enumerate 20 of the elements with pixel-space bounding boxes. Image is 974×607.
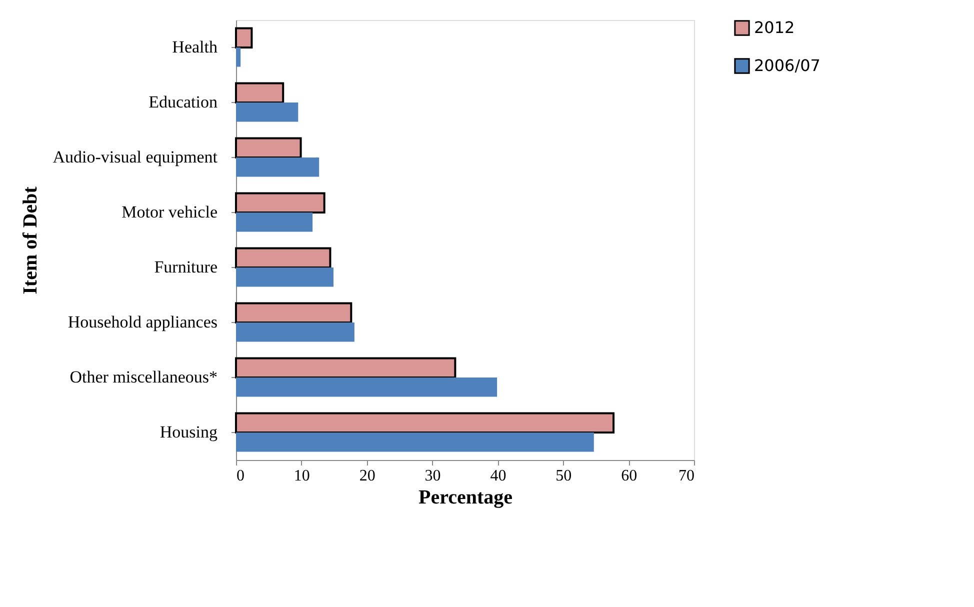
y-tick-label: Health bbox=[172, 38, 218, 56]
legend-label: 2006/07 bbox=[754, 56, 820, 75]
x-tick-label: 30 bbox=[424, 468, 441, 484]
x-tick-label: 50 bbox=[556, 468, 572, 484]
x-axis-title: Percentage bbox=[418, 486, 513, 508]
y-tick-label: Household appliances bbox=[68, 312, 218, 332]
x-tick-label: 0 bbox=[236, 468, 244, 484]
x-tick-label: 60 bbox=[621, 468, 638, 484]
x-tick-label: 10 bbox=[294, 468, 310, 484]
y-tick-label: Audio-visual equipment bbox=[52, 148, 218, 166]
y-axis-title: Item of Debt bbox=[20, 186, 42, 294]
y-tick-label: Housing bbox=[160, 422, 218, 442]
y-tick-label: Motor vehicle bbox=[122, 202, 218, 222]
legend-label: 2012 bbox=[754, 18, 795, 37]
y-tick-label: Education bbox=[148, 92, 218, 112]
y-tick-label: Other miscellaneous* bbox=[70, 368, 218, 386]
y-tick-label: Furniture bbox=[154, 258, 218, 276]
x-tick-label: 40 bbox=[490, 468, 506, 484]
x-tick-label: 70 bbox=[678, 468, 694, 484]
x-tick-label: 20 bbox=[359, 468, 376, 484]
